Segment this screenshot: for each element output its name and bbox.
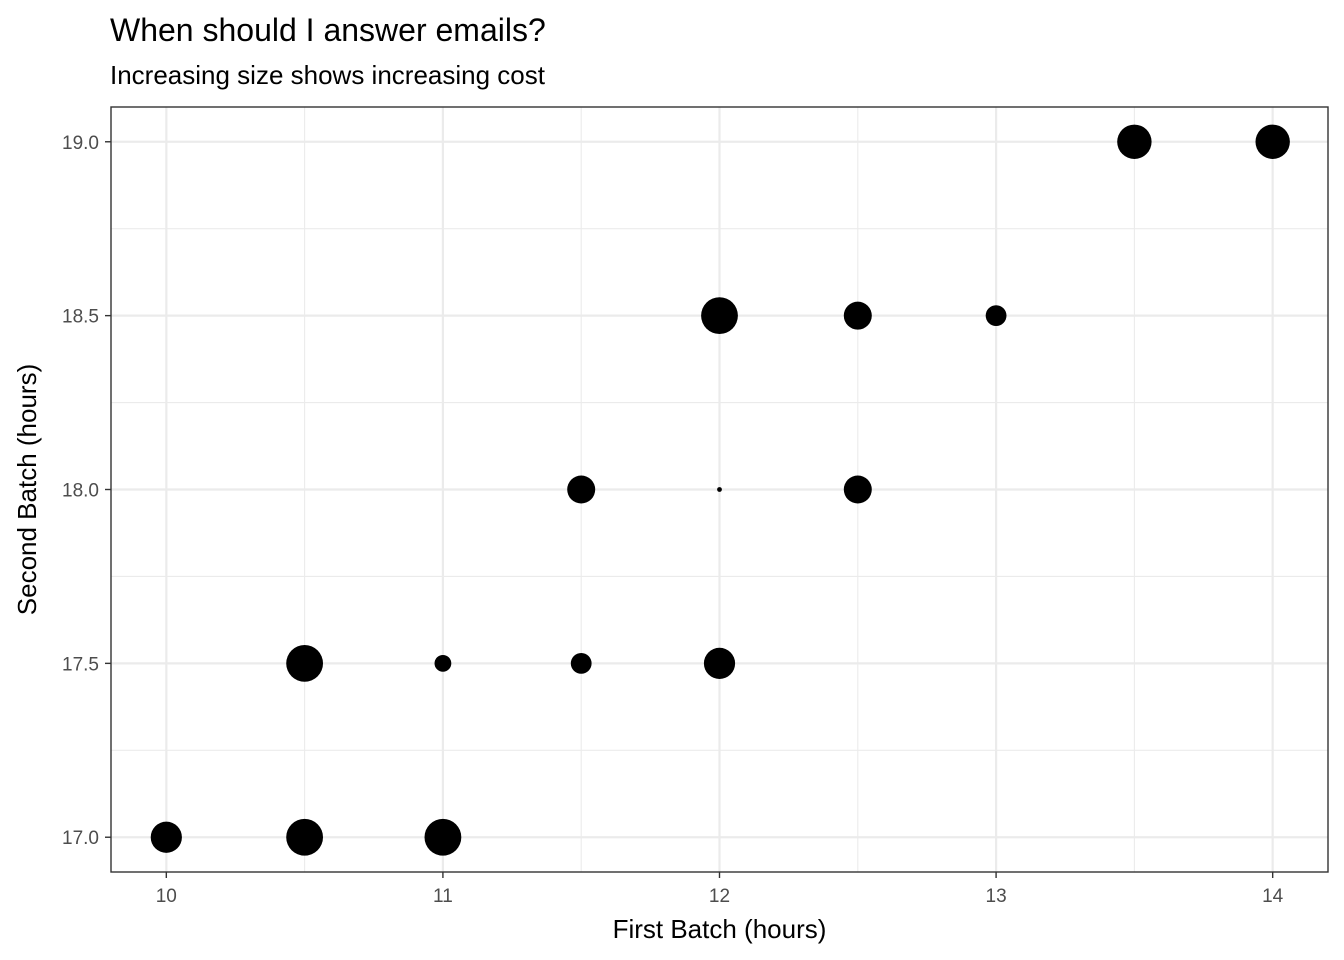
y-tick-label: 17.5 — [62, 654, 99, 675]
chart-title: When should I answer emails? — [110, 12, 546, 48]
data-point — [701, 297, 738, 335]
data-point — [567, 475, 596, 504]
y-tick-label: 19.0 — [62, 133, 99, 154]
plot-panel — [110, 106, 1329, 873]
data-point — [286, 644, 324, 682]
data-point — [1117, 124, 1152, 159]
chart-subtitle: Increasing size shows increasing cost — [110, 60, 546, 90]
y-axis: 17.0 17.5 18.0 18.5 19.0 — [62, 133, 111, 849]
data-point — [985, 305, 1007, 327]
data-point — [286, 818, 324, 856]
x-tick-label: 13 — [986, 886, 1007, 907]
x-tick-label: 11 — [433, 886, 453, 907]
data-point — [1255, 124, 1290, 159]
data-point — [570, 652, 592, 674]
data-point — [703, 647, 736, 679]
data-point — [717, 487, 722, 492]
data-point — [424, 818, 462, 856]
data-point — [150, 821, 182, 853]
y-tick-label: 18.5 — [62, 307, 99, 328]
x-tick-label: 14 — [1262, 886, 1284, 907]
data-point — [843, 475, 872, 504]
y-tick-label: 17.0 — [62, 828, 99, 849]
data-point — [434, 654, 452, 672]
data-points — [150, 124, 1290, 856]
y-axis-title: Second Batch (hours) — [12, 364, 42, 615]
x-axis: 10 11 12 13 14 — [156, 872, 1284, 907]
x-axis-title: First Batch (hours) — [613, 914, 827, 944]
y-tick-label: 18.0 — [62, 481, 99, 502]
x-tick-label: 12 — [709, 886, 730, 907]
data-point — [843, 301, 872, 330]
x-tick-label: 10 — [156, 886, 177, 907]
